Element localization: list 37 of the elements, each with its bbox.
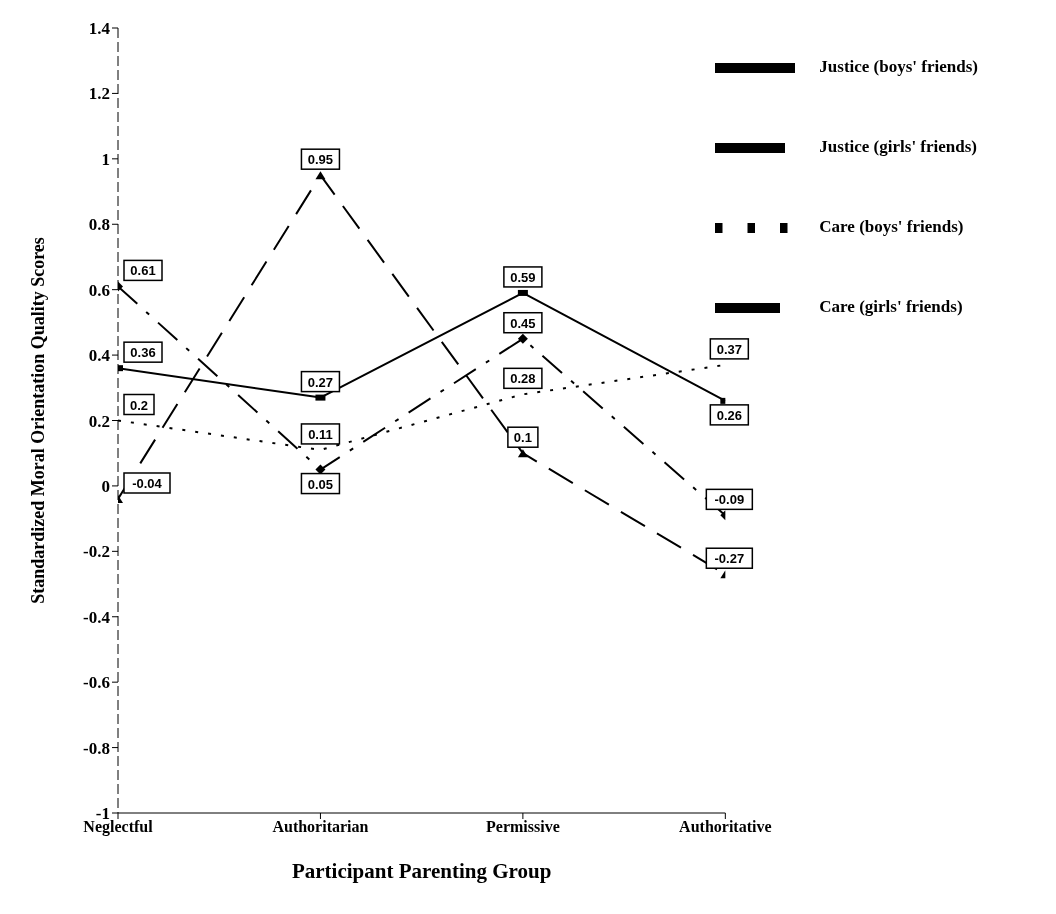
y-tick-label: 0: [101, 476, 110, 496]
data-label: 0.37: [716, 341, 742, 357]
data-label: 0.36: [130, 345, 156, 361]
data-label: 0.1: [513, 430, 532, 446]
data-label: 0.28: [510, 371, 536, 387]
data-label: -0.09: [714, 492, 745, 508]
y-tick-label: 0.6: [88, 280, 110, 300]
x-tick-label: Authoritative: [679, 818, 772, 836]
legend-label: Care (boys' friends): [819, 216, 964, 236]
data-label: 0.26: [716, 407, 742, 423]
y-tick-label: 1.2: [88, 84, 110, 104]
legend-label: Care (girls' friends): [819, 296, 963, 316]
y-tick-label: 1.4: [88, 19, 111, 39]
data-label: 0.2: [129, 397, 149, 413]
data-label: 0.05: [307, 476, 334, 492]
y-axis-title: Standardized Moral Orientation Quality Scores: [28, 237, 49, 604]
data-label: 0.27: [307, 374, 334, 390]
y-tick-label: -0.2: [83, 542, 110, 562]
y-tick-label: -0.8: [83, 738, 110, 758]
data-label: 0.59: [510, 269, 536, 285]
y-tick-label: -0.4: [83, 607, 111, 627]
x-tick-label: Permissive: [486, 818, 560, 836]
y-tick-label: 0.2: [88, 411, 110, 431]
data-label: 0.95: [307, 152, 334, 168]
data-label: -0.27: [714, 551, 745, 567]
y-tick-label: -0.6: [83, 673, 110, 693]
legend-label: Justice (girls' friends): [819, 136, 978, 156]
y-tick-label: 0.4: [88, 346, 111, 366]
data-label: -0.04: [132, 476, 163, 491]
y-tick-label: 1: [101, 149, 110, 169]
data-label: 0.45: [510, 315, 536, 331]
x-axis-title: Participant Parenting Group: [291, 859, 552, 883]
y-tick-label: 0.8: [88, 215, 110, 235]
data-label: 0.61: [130, 263, 156, 279]
legend-label: Justice (boys' friends): [819, 56, 978, 76]
data-label: 0.11: [308, 426, 333, 442]
x-tick-label: Authoritarian: [272, 818, 369, 836]
